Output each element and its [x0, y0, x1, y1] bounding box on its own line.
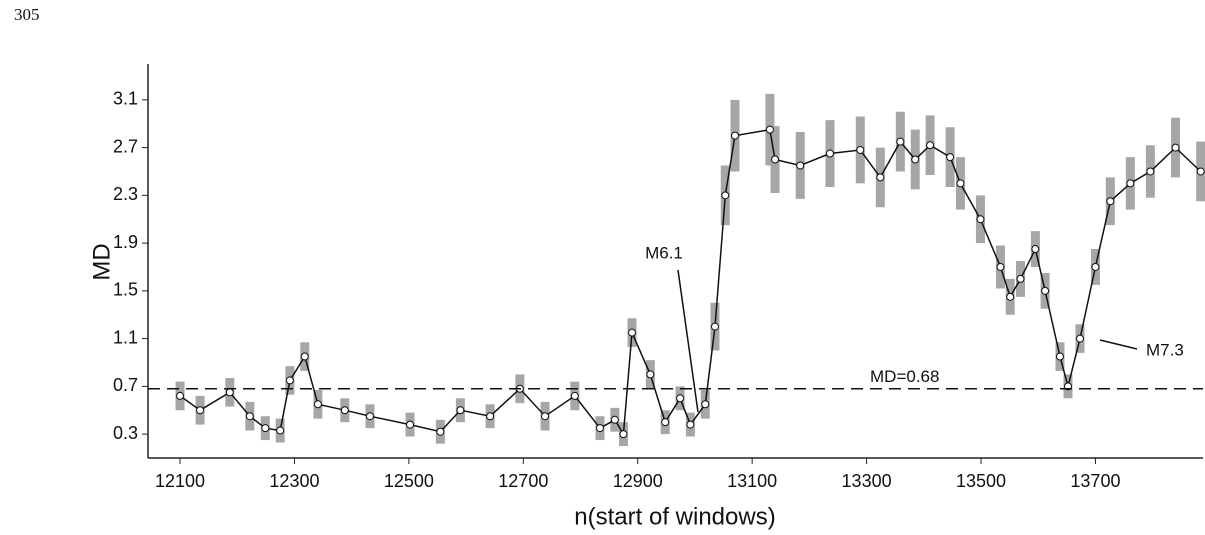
data-point	[1146, 167, 1155, 176]
data-point	[1196, 167, 1205, 176]
data-point	[825, 149, 834, 158]
data-point	[721, 191, 730, 200]
data-point	[646, 370, 655, 379]
x-tick-label: 12500	[384, 471, 434, 491]
data-point	[486, 412, 495, 421]
data-point	[196, 406, 205, 415]
data-point	[771, 155, 780, 164]
y-tick-label: 2.7	[113, 136, 138, 156]
data-point	[1091, 262, 1100, 271]
data-point	[619, 430, 628, 439]
annotation: M7.3	[1146, 340, 1184, 359]
x-tick-label: 12700	[498, 471, 548, 491]
data-point	[926, 141, 935, 150]
data-point	[406, 420, 415, 429]
data-point	[276, 426, 285, 435]
data-point	[313, 400, 322, 409]
data-point	[225, 388, 234, 397]
data-point	[710, 322, 719, 331]
data-point	[570, 391, 579, 400]
data-point	[701, 400, 710, 409]
y-tick-label: 0.3	[113, 423, 138, 443]
annotation: M6.1	[645, 243, 683, 262]
data-point	[1075, 334, 1084, 343]
data-point	[285, 376, 294, 385]
data-point	[676, 394, 685, 403]
data-point	[1031, 245, 1040, 254]
data-point	[765, 125, 774, 134]
data-point	[731, 131, 740, 140]
x-tick-label: 13700	[1070, 471, 1120, 491]
data-point	[1006, 292, 1015, 301]
x-axis-label: n(start of windows)	[574, 503, 775, 530]
data-point	[661, 418, 670, 427]
data-point	[996, 262, 1005, 271]
data-point	[176, 391, 185, 400]
data-point	[1126, 179, 1135, 188]
data-point	[1016, 274, 1025, 283]
y-tick-label: 1.1	[113, 327, 138, 347]
x-tick-label: 12900	[613, 471, 663, 491]
data-point	[340, 406, 349, 415]
data-point	[1055, 352, 1064, 361]
page-number: 305	[14, 5, 40, 24]
data-point	[541, 412, 550, 421]
annotation-pointer	[677, 269, 699, 413]
data-point	[1171, 143, 1180, 152]
data-point	[300, 352, 309, 361]
data-point	[686, 420, 695, 429]
x-tick-label: 13100	[727, 471, 777, 491]
data-point	[911, 155, 920, 164]
y-tick-label: 0.7	[113, 375, 138, 395]
data-point	[261, 424, 270, 433]
data-point	[956, 179, 965, 188]
annotation-pointer	[1099, 339, 1138, 350]
y-axis-label: MD	[88, 243, 115, 280]
x-tick-label: 12300	[269, 471, 319, 491]
y-tick-label: 1.5	[113, 280, 138, 300]
data-point	[946, 153, 955, 162]
data-point	[1106, 197, 1115, 206]
data-point	[1041, 286, 1050, 295]
data-line	[179, 128, 1202, 437]
data-point	[856, 145, 865, 154]
data-point	[365, 412, 374, 421]
y-tick-label: 1.9	[113, 232, 138, 252]
data-point	[896, 137, 905, 146]
data-point	[456, 406, 465, 415]
data-point	[610, 415, 619, 424]
data-point	[595, 424, 604, 433]
data-point	[876, 173, 885, 182]
x-tick-label: 13500	[956, 471, 1006, 491]
data-point	[796, 161, 805, 170]
y-tick-label: 2.3	[113, 184, 138, 204]
data-point	[628, 328, 637, 337]
y-tick-label: 3.1	[113, 89, 138, 109]
x-tick-label: 13300	[842, 471, 892, 491]
data-point	[436, 427, 445, 436]
x-tick-label: 12100	[155, 471, 205, 491]
data-point	[976, 215, 985, 224]
data-point	[245, 412, 254, 421]
reference-label: MD=0.68	[870, 367, 939, 386]
